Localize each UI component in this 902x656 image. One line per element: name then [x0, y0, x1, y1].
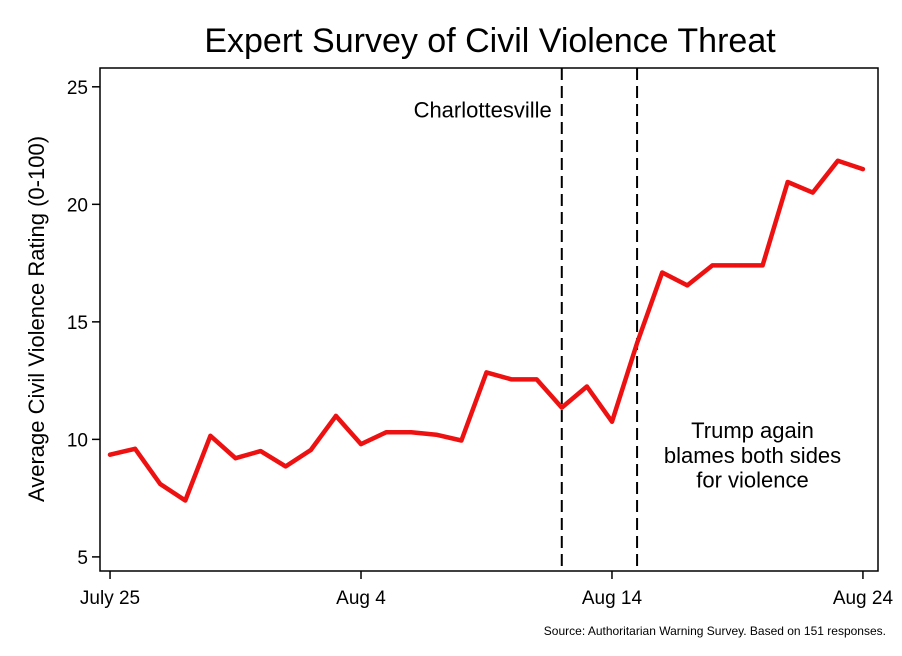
data-point [359, 442, 364, 447]
data-point [258, 449, 263, 454]
data-point [133, 446, 138, 451]
source-note: Source: Authoritarian Warning Survey. Ba… [543, 624, 886, 638]
x-tick-label: July 25 [80, 588, 140, 609]
data-point [785, 179, 790, 184]
data-point [434, 432, 439, 437]
series-group [107, 158, 866, 503]
y-tick-label: 20 [67, 195, 88, 216]
x-tick-label: Aug 4 [336, 588, 386, 609]
data-point [735, 263, 740, 268]
y-axis-label: Average Civil Violence Rating (0-100) [24, 136, 49, 502]
chart-title: Expert Survey of Civil Violence Threat [204, 22, 776, 60]
data-point [283, 464, 288, 469]
data-point [484, 370, 489, 375]
data-point [308, 447, 313, 452]
data-point [459, 438, 464, 443]
annotation-label: blames both sides [664, 443, 841, 468]
annotation-label: Trump again [691, 418, 814, 443]
data-point [584, 384, 589, 389]
data-point [810, 190, 815, 195]
data-point [233, 456, 238, 461]
data-point [183, 498, 188, 503]
annotation-label: for violence [696, 468, 809, 493]
plot-frame [99, 67, 879, 572]
y-tick-label: 5 [77, 548, 88, 569]
x-tick-label: Aug 14 [582, 588, 643, 609]
data-point [660, 270, 665, 275]
y-tick-label: 25 [67, 78, 88, 99]
data-point [635, 341, 640, 346]
data-point [158, 482, 163, 487]
data-point [710, 263, 715, 268]
data-point [384, 430, 389, 435]
data-point [208, 433, 213, 438]
event-lines [560, 68, 639, 571]
data-point [509, 377, 514, 382]
x-tick-label: Aug 24 [833, 588, 894, 609]
data-point [760, 263, 765, 268]
data-point [409, 430, 414, 435]
y-tick-label: 15 [67, 313, 88, 334]
y-axis: 5 10 15 20 25 [67, 78, 100, 569]
x-axis: July 25 Aug 4 Aug 14 Aug 24 [80, 571, 894, 609]
data-point [559, 405, 564, 410]
data-point [685, 283, 690, 288]
data-point [108, 452, 113, 457]
y-tick-label: 10 [67, 430, 88, 451]
data-point [609, 419, 614, 424]
data-point [860, 167, 865, 172]
data-point [835, 158, 840, 163]
data-point [534, 377, 539, 382]
data-point [333, 413, 338, 418]
annotation-label: Charlottesville [414, 97, 552, 122]
